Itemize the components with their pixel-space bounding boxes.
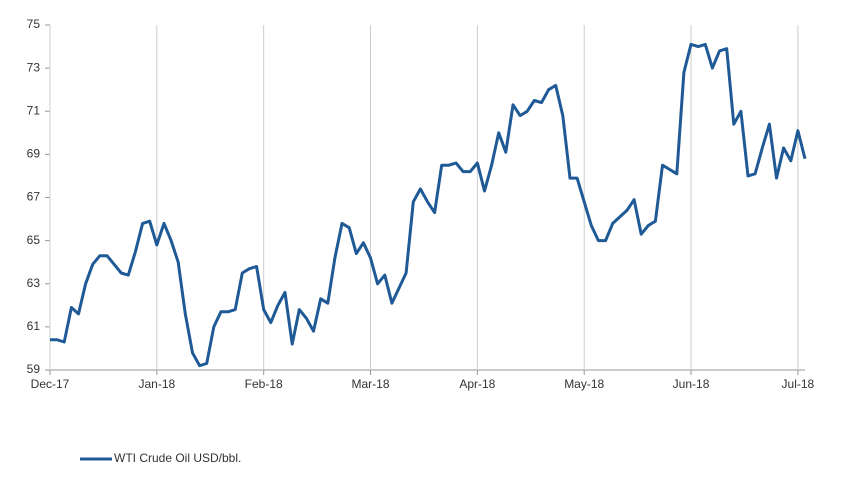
line-series: [50, 42, 807, 368]
y-tick-label: 71: [27, 103, 41, 117]
x-tick-label: Jan-18: [138, 377, 175, 391]
y-tick-label: 63: [27, 276, 41, 290]
x-tick-label: Dec-17: [31, 377, 70, 391]
x-tick-label: Feb-18: [245, 377, 283, 391]
legend-label: WTI Crude Oil USD/bbl.: [114, 451, 241, 465]
y-tick-label: 75: [27, 17, 41, 31]
x-tick-label: Mar-18: [352, 377, 390, 391]
x-tick-label: Jun-18: [673, 377, 710, 391]
y-tick-label: 67: [27, 190, 41, 204]
y-tick-label: 69: [27, 147, 41, 161]
x-tick-label: May-18: [564, 377, 604, 391]
y-tick-label: 73: [27, 60, 41, 74]
x-tick-label: Jul-18: [782, 377, 815, 391]
y-tick-label: 65: [27, 233, 41, 247]
x-tick-label: Apr-18: [459, 377, 495, 391]
y-tick-label: 61: [27, 319, 41, 333]
y-tick-label: 59: [27, 362, 41, 376]
